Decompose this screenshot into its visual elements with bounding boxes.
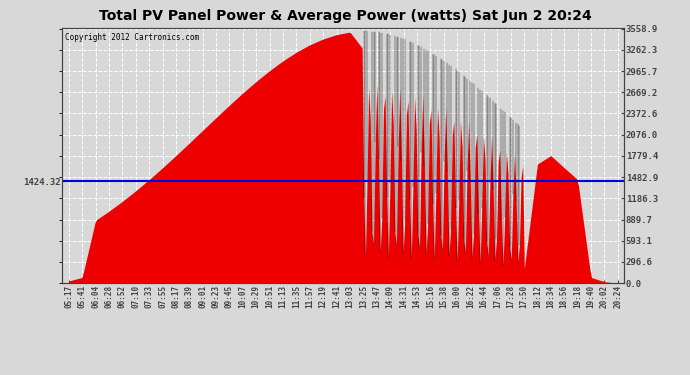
Text: Copyright 2012 Cartronics.com: Copyright 2012 Cartronics.com [65,33,199,42]
Text: Total PV Panel Power & Average Power (watts) Sat Jun 2 20:24: Total PV Panel Power & Average Power (wa… [99,9,591,23]
